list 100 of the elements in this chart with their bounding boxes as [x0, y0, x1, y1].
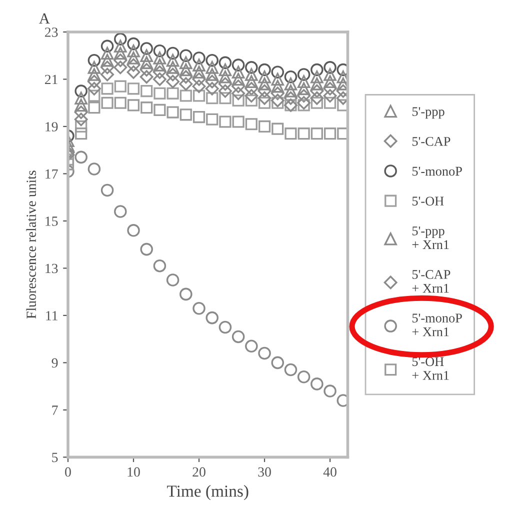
point — [74, 106, 88, 120]
point — [206, 92, 218, 104]
point — [218, 320, 232, 334]
point — [192, 72, 206, 86]
point — [153, 44, 166, 58]
point — [100, 68, 114, 82]
point — [180, 63, 192, 76]
chart-title: A — [39, 13, 50, 24]
point — [206, 54, 219, 67]
point — [140, 63, 154, 77]
point — [218, 70, 232, 84]
point — [271, 66, 284, 79]
point — [153, 52, 166, 64]
point — [100, 60, 114, 74]
point — [271, 80, 284, 93]
point — [336, 63, 348, 76]
point — [153, 259, 166, 272]
point — [88, 162, 101, 176]
point — [114, 96, 126, 109]
point — [284, 128, 297, 140]
x-tick-label: 20 — [192, 467, 206, 477]
point — [218, 84, 232, 98]
legend-label: 5'-monoP + Xrn1 — [412, 314, 462, 336]
point — [179, 77, 193, 91]
point — [140, 42, 153, 55]
point — [166, 106, 179, 118]
point — [114, 32, 127, 46]
point — [192, 302, 206, 315]
point — [153, 58, 166, 72]
point — [101, 82, 114, 95]
point — [218, 77, 232, 91]
point — [323, 89, 337, 102]
y-tick-label: 23 — [44, 28, 58, 37]
point — [297, 68, 310, 81]
point — [180, 288, 192, 301]
point — [166, 74, 180, 88]
point — [152, 72, 166, 86]
point — [336, 394, 348, 407]
point — [154, 87, 166, 100]
point — [310, 96, 323, 109]
point — [74, 84, 88, 98]
y-tick-label: 11 — [46, 311, 58, 320]
point — [270, 94, 284, 108]
legend-label: 5'-ppp + Xrn1 — [412, 226, 449, 250]
legend-label: 5'-CAP — [412, 136, 450, 146]
point — [245, 61, 258, 74]
point — [192, 90, 206, 102]
point — [192, 58, 206, 72]
point — [140, 85, 153, 98]
point — [126, 65, 140, 79]
point — [284, 91, 298, 105]
point — [258, 91, 272, 105]
point — [180, 56, 192, 70]
point — [101, 96, 114, 109]
point — [74, 150, 88, 164]
y-axis-title: Fluorescence relative units — [26, 170, 36, 319]
point — [245, 340, 258, 353]
point — [180, 90, 192, 102]
point — [114, 54, 128, 68]
point — [179, 70, 193, 84]
point — [232, 58, 245, 72]
point — [310, 128, 323, 140]
point — [88, 90, 100, 102]
point — [88, 102, 100, 114]
point — [310, 378, 324, 390]
point — [310, 91, 324, 105]
point — [219, 116, 232, 128]
x-tick-label: 30 — [258, 467, 271, 477]
point — [127, 37, 140, 50]
point — [100, 54, 114, 67]
y-tick-label: 19 — [46, 122, 58, 132]
y-tick-label: 7 — [52, 406, 58, 415]
point — [166, 46, 180, 60]
point — [270, 86, 284, 100]
point — [337, 99, 348, 112]
point — [324, 128, 336, 140]
point — [297, 370, 310, 384]
y-tick-label: 5 — [52, 452, 58, 462]
point — [140, 70, 154, 84]
point — [127, 82, 140, 95]
point — [232, 330, 245, 344]
point — [218, 63, 232, 76]
point — [180, 108, 192, 121]
point — [258, 120, 271, 133]
point — [206, 113, 218, 126]
point — [192, 110, 206, 124]
point — [258, 63, 271, 76]
point — [140, 56, 153, 70]
point — [284, 363, 298, 376]
point — [87, 74, 101, 88]
point — [219, 92, 232, 104]
point — [258, 84, 272, 98]
point — [192, 52, 206, 64]
point — [244, 82, 258, 96]
point — [192, 66, 206, 79]
point — [114, 205, 127, 218]
point — [284, 70, 298, 84]
point — [324, 61, 336, 74]
legend-label: 5'-OH + Xrn1 — [412, 357, 449, 380]
point — [232, 72, 245, 86]
